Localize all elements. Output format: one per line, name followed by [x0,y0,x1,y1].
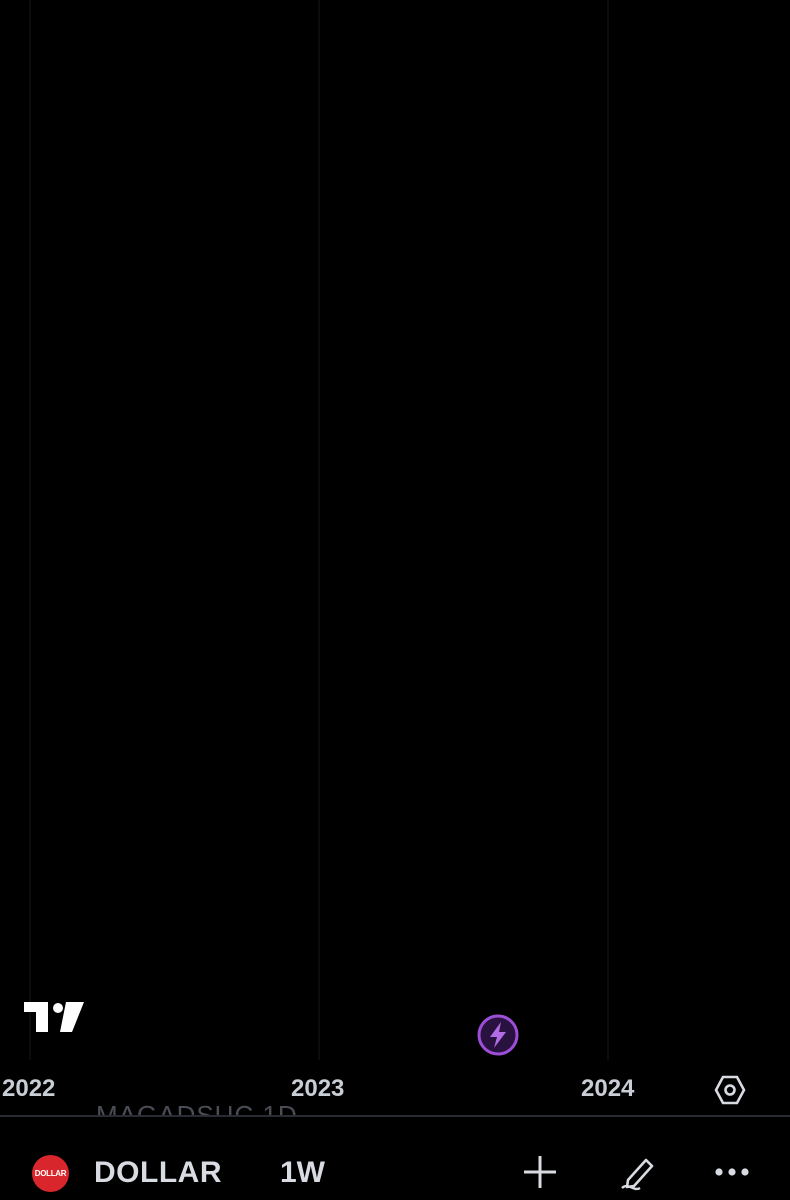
tradingview-logo-icon [24,1002,84,1032]
symbol-name[interactable]: DOLLAR [94,1156,222,1189]
price-chart[interactable]: 1200.001050.00900.00780.00560.00480.0036… [0,0,790,1060]
time-label-2022: 2022 [2,1075,56,1102]
toolbar-divider [0,1115,790,1117]
flash-icon[interactable] [476,1013,520,1057]
symbol-logo[interactable]: DOLLAR [32,1155,69,1192]
more-icon[interactable] [712,1152,752,1192]
symbol-logo-text: DOLLAR [34,1169,67,1178]
plus-icon[interactable] [520,1152,560,1192]
bottom-toolbar: DOLLAR DOLLAR 1W [0,1140,790,1200]
ghost-symbol-text: MAGADSUC 1D [96,1100,298,1116]
interval-selector[interactable]: 1W [280,1156,325,1189]
settings-hexagon-icon[interactable] [714,1074,746,1106]
time-label-2023: 2023 [291,1075,345,1102]
pen-icon[interactable] [618,1152,658,1192]
time-label-2024: 2024 [581,1075,635,1102]
